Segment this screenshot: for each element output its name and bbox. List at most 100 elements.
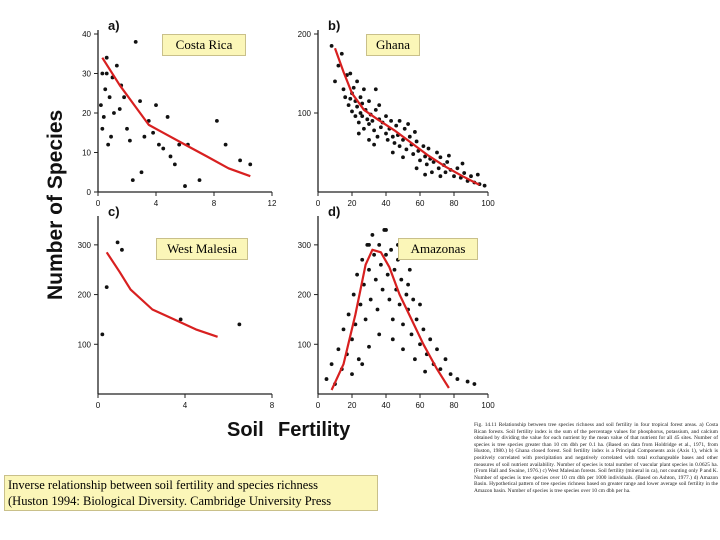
data-point [356, 357, 361, 362]
data-point [384, 131, 388, 136]
data-point [390, 337, 395, 342]
data-point [443, 170, 448, 175]
data-point [448, 372, 453, 377]
x-tick-label: 100 [481, 401, 495, 410]
data-point [373, 277, 378, 282]
data-point [436, 166, 441, 171]
data-point [414, 317, 419, 322]
data-point [103, 87, 108, 92]
caption-line-1: Inverse relationship between soil fertil… [8, 478, 318, 492]
data-point [360, 257, 365, 262]
data-point [447, 153, 451, 158]
data-point [133, 40, 138, 44]
data-point [390, 317, 395, 322]
data-point [368, 297, 373, 302]
data-point [355, 272, 359, 277]
data-point [151, 130, 156, 135]
data-point [423, 369, 427, 374]
data-point [362, 87, 366, 92]
y-tick-label: 100 [298, 109, 312, 118]
data-point [360, 114, 365, 119]
data-point [333, 79, 337, 84]
panel-label-amazonas: Amazonas [398, 238, 478, 260]
y-tick-label: 0 [87, 188, 92, 197]
data-point [375, 307, 380, 312]
data-point [435, 150, 439, 155]
data-point [387, 297, 392, 302]
x-tick-label: 20 [348, 401, 357, 410]
data-point [385, 137, 390, 142]
data-point [157, 142, 161, 147]
data-point [360, 362, 365, 367]
data-point [104, 285, 109, 290]
data-point [142, 134, 147, 139]
data-point [350, 109, 354, 114]
data-point [430, 170, 434, 175]
data-point [379, 262, 383, 267]
panel-letter: c) [108, 204, 120, 219]
data-point [348, 71, 353, 76]
data-point [401, 322, 405, 327]
data-point [418, 302, 422, 307]
data-point [423, 154, 427, 159]
data-point [438, 174, 443, 179]
x-tick-label: 0 [96, 401, 101, 410]
y-tick-label: 200 [298, 30, 312, 39]
x-tick-label: 80 [450, 401, 459, 410]
data-point [100, 126, 105, 131]
data-point [404, 147, 409, 152]
data-point [223, 142, 228, 147]
y-tick-label: 30 [82, 70, 91, 79]
y-tick-label: 200 [298, 291, 312, 300]
data-point [370, 119, 375, 123]
x-tick-label: 0 [316, 401, 321, 410]
data-point [373, 107, 378, 112]
data-point [139, 170, 144, 175]
data-point [329, 362, 334, 367]
data-point [122, 95, 126, 100]
data-point [117, 107, 122, 111]
data-point [399, 277, 404, 282]
data-point [351, 85, 356, 90]
panel-1: a) 0 4 8 12 0 10 20 30 40 [82, 18, 277, 208]
caption-box: Inverse relationship between soil fertil… [4, 475, 378, 511]
y-tick-label: 20 [82, 109, 91, 118]
data-point [462, 171, 467, 175]
trend-curve [330, 248, 450, 391]
data-point [406, 122, 410, 126]
y-tick-label: 40 [82, 30, 91, 39]
figure-legend-text: Fig. 14.11 Relationship between tree spe… [474, 422, 718, 494]
data-point [178, 317, 183, 322]
panel-2: b) 0 20 40 60 80 100 100 200 [298, 18, 496, 208]
panel-letter: a) [108, 18, 120, 33]
data-point [373, 87, 378, 92]
data-point [215, 119, 219, 123]
data-point [367, 344, 371, 349]
x-tick-label: 0 [316, 199, 321, 208]
data-point [407, 134, 412, 139]
y-tick-label: 300 [298, 241, 312, 250]
data-point [397, 119, 402, 123]
data-point [443, 357, 448, 362]
data-point [336, 63, 341, 68]
data-point [414, 166, 419, 171]
data-point [197, 178, 202, 183]
data-point [418, 158, 422, 163]
data-point [377, 242, 382, 247]
trend-curve [105, 251, 218, 338]
data-point [115, 240, 120, 245]
data-point [177, 142, 182, 147]
data-point [324, 377, 329, 381]
x-tick-label: 60 [416, 199, 425, 208]
x-tick-label: 80 [450, 199, 459, 208]
data-point [367, 99, 371, 104]
data-point [455, 166, 460, 171]
data-point [409, 332, 414, 337]
data-point [413, 130, 417, 134]
data-point [358, 95, 363, 100]
x-tick-label: 4 [154, 199, 159, 208]
data-point [377, 332, 382, 337]
data-point [380, 287, 385, 292]
x-tick-label: 4 [183, 401, 188, 410]
data-point [351, 292, 356, 297]
